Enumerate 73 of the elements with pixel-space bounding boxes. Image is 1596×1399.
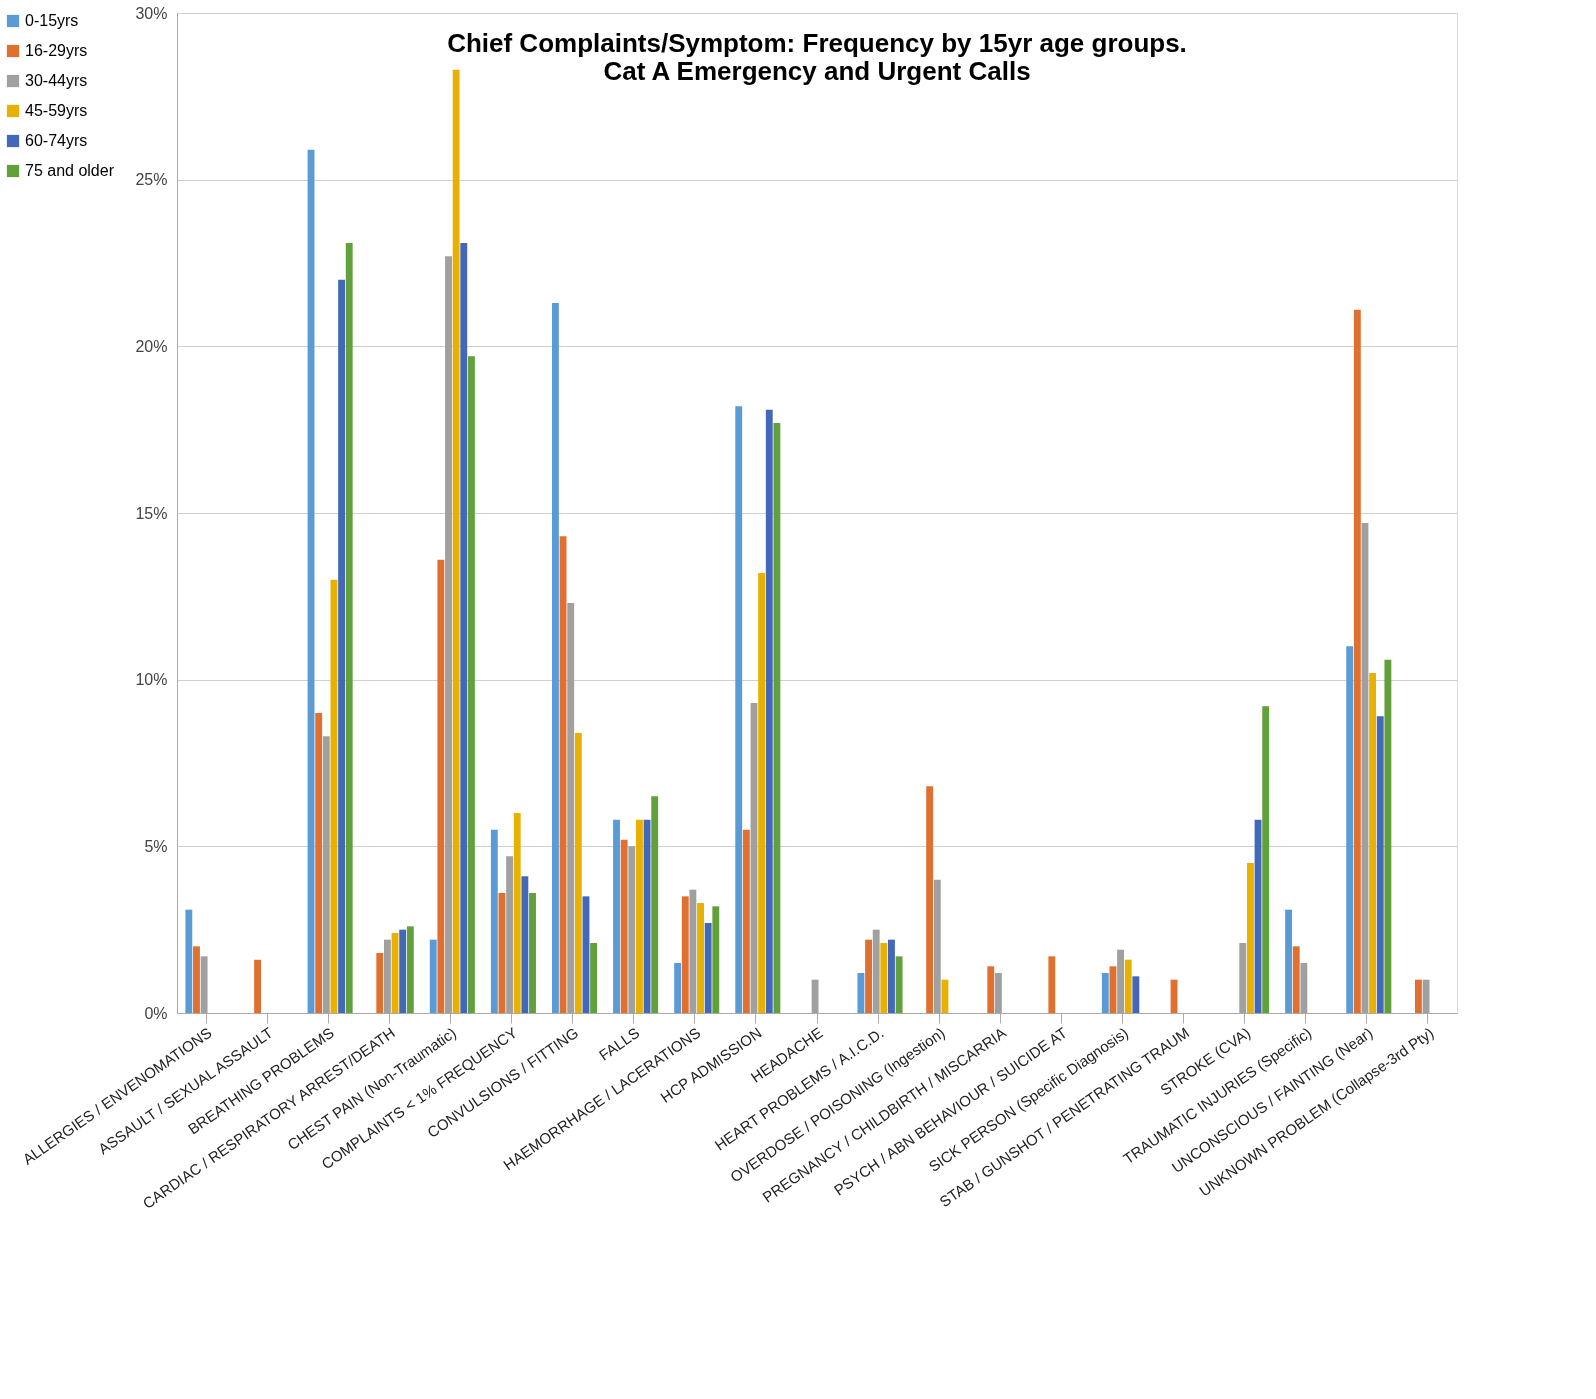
bar	[643, 819, 651, 1013]
legend-label: 60-74yrs	[25, 132, 88, 149]
bar	[926, 786, 934, 1013]
bar	[895, 956, 903, 1013]
bar	[735, 406, 743, 1013]
bar	[651, 796, 659, 1013]
y-tick-label: 10%	[135, 671, 168, 689]
legend-label: 45-59yrs	[25, 102, 88, 119]
y-tick-label: 20%	[135, 337, 168, 355]
bar	[551, 303, 559, 1013]
bar	[941, 979, 949, 1013]
bar	[636, 819, 643, 1013]
bar	[376, 953, 384, 1013]
bar	[1369, 673, 1377, 1013]
text: Cat A Emergency and Urgent Calls	[603, 56, 1031, 86]
bar	[1246, 863, 1254, 1013]
bar	[513, 813, 521, 1013]
bar	[521, 876, 529, 1013]
bar	[613, 819, 620, 1013]
bar	[1124, 959, 1132, 1013]
bar	[1376, 716, 1384, 1013]
bar	[254, 959, 262, 1013]
bar	[765, 409, 773, 1013]
y-tick-label: 25%	[135, 171, 168, 189]
bar	[1262, 706, 1270, 1013]
bar	[452, 69, 460, 1013]
text: Chief Complaints/Symptom: Frequency by 15yr age groups.	[447, 28, 1187, 58]
bar	[857, 973, 865, 1013]
bar	[467, 356, 475, 1013]
bar	[1285, 909, 1293, 1013]
bar	[590, 943, 598, 1013]
bar	[1101, 973, 1109, 1013]
bar	[758, 573, 766, 1013]
bar	[620, 839, 628, 1013]
bar	[345, 243, 353, 1013]
bar	[406, 926, 414, 1013]
y-tick-label: 0%	[144, 1004, 168, 1022]
bar	[399, 929, 407, 1013]
bar	[681, 896, 689, 1013]
bar	[529, 893, 536, 1013]
legend-label: 16-29yrs	[25, 42, 88, 59]
legend-label: 0-15yrs	[25, 12, 79, 29]
bar	[1415, 979, 1422, 1013]
bar	[1353, 309, 1361, 1013]
bar	[437, 559, 445, 1013]
bar	[742, 829, 750, 1013]
bar	[338, 279, 346, 1013]
bar	[574, 733, 582, 1013]
bar	[674, 963, 682, 1013]
legend-label: 75 and older	[25, 162, 115, 179]
bar	[1132, 976, 1140, 1013]
bar	[1048, 956, 1056, 1013]
legend-label: 30-44yrs	[25, 72, 88, 89]
bar	[185, 909, 193, 1013]
bar	[490, 829, 498, 1013]
bar	[880, 943, 888, 1013]
bar	[1292, 946, 1300, 1013]
bar	[697, 903, 704, 1013]
y-tick-label: 15%	[135, 504, 168, 522]
bar	[987, 966, 995, 1013]
y-tick-label: 30%	[135, 4, 168, 22]
bar	[1384, 659, 1392, 1013]
bar	[315, 713, 323, 1013]
bar	[1346, 646, 1354, 1013]
bar	[460, 243, 468, 1013]
bar	[865, 939, 872, 1013]
bar	[704, 923, 712, 1013]
bar	[773, 423, 781, 1013]
y-tick-label: 5%	[144, 837, 168, 855]
bar	[193, 946, 200, 1013]
bar	[429, 939, 437, 1013]
bar	[712, 906, 720, 1013]
bar	[888, 939, 895, 1013]
